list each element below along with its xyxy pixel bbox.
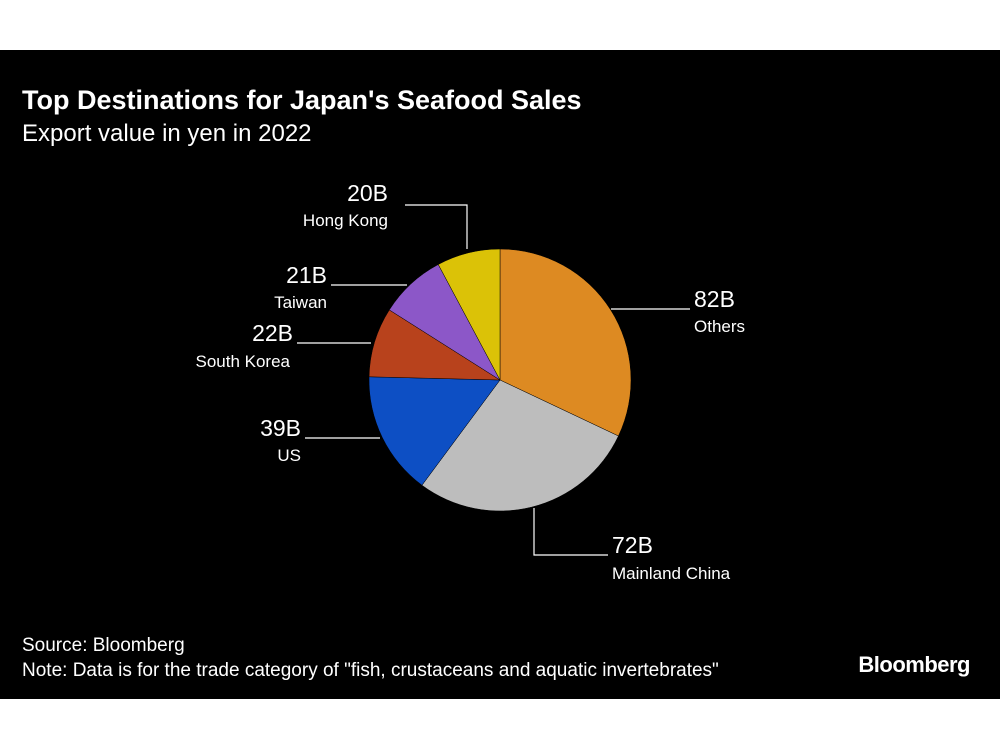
chart-footer: Source: Bloomberg Note: Data is for the … <box>22 633 719 683</box>
pie-labels: 82B Others 72B Mainland China 39B US 22B South … <box>195 180 745 583</box>
slice-mainland-china <box>421 379 619 512</box>
source-text: Source: Bloomberg <box>22 635 185 656</box>
category-label-us: US <box>277 446 301 465</box>
chart-subtitle: Export value in yen in 2022 <box>22 120 312 147</box>
value-label-mainland-china: 72B <box>612 532 653 558</box>
category-label-taiwan: Taiwan <box>274 293 327 312</box>
pie-chart: 82B Others 72B Mainland China 39B US 22B South … <box>195 180 745 583</box>
bloomberg-logo: Bloomberg <box>858 652 970 677</box>
value-label-others: 82B <box>694 286 735 312</box>
value-label-taiwan: 21B <box>286 262 327 288</box>
category-label-others: Others <box>694 317 745 336</box>
slice-hong-kong <box>437 248 501 381</box>
leader-line-mainland-china <box>533 508 608 556</box>
slice-others <box>499 248 632 437</box>
category-label-south-korea: South Korea <box>195 352 290 371</box>
pie-slices <box>368 248 632 512</box>
category-label-mainland-china: Mainland China <box>612 564 731 583</box>
value-label-south-korea: 22B <box>252 320 293 346</box>
note-text: Note: Data is for the trade category of … <box>22 660 719 681</box>
category-label-hong-kong: Hong Kong <box>303 211 388 230</box>
chart-panel: Top Destinations for Japan's Seafood Sal… <box>0 50 1000 699</box>
leader-line-hong-kong <box>405 204 468 249</box>
slice-us <box>368 376 501 486</box>
chart-title: Top Destinations for Japan's Seafood Sal… <box>22 85 582 115</box>
value-label-hong-kong: 20B <box>347 180 388 206</box>
value-label-us: 39B <box>260 415 301 441</box>
